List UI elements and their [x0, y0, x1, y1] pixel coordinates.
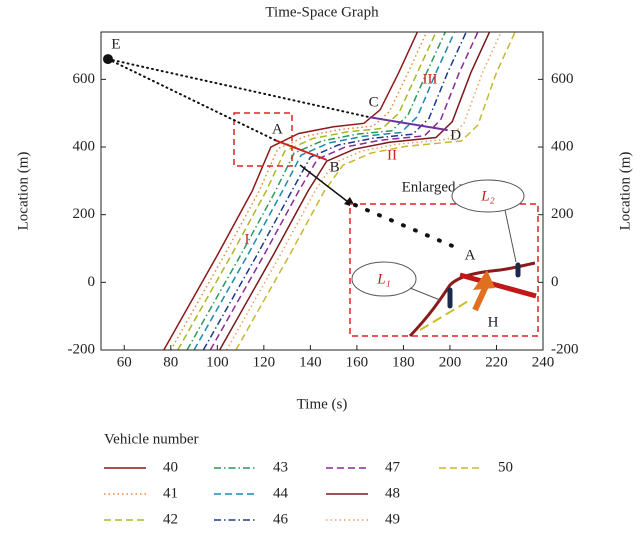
y-tick-label: 600	[73, 71, 96, 87]
plot-frame	[100, 31, 544, 351]
trajectory	[186, 32, 446, 350]
x-tick-label: 120	[253, 354, 276, 370]
inset-arrow-head	[473, 270, 495, 290]
legend-title: Vehicle number	[104, 431, 199, 447]
inset-red-line	[459, 272, 537, 299]
point-label: E	[111, 37, 120, 53]
wave-line	[369, 116, 448, 132]
trajectory	[235, 32, 516, 350]
x-tick-label: 100	[206, 354, 229, 370]
inset-label: L₁	[376, 271, 391, 287]
wave-line	[275, 139, 328, 161]
x-tick-label: 180	[392, 354, 415, 370]
x-tick-label: 220	[485, 354, 508, 370]
trajectory	[170, 32, 428, 350]
legend-label: 46	[273, 511, 289, 527]
inset-arrow	[472, 284, 489, 312]
plot-area	[163, 32, 516, 350]
y2-tick-label: 0	[551, 274, 559, 290]
y-tick-label: 0	[88, 274, 96, 290]
trajectory	[209, 32, 479, 350]
y-tick-label: 400	[73, 138, 96, 154]
legend-label: 49	[385, 511, 400, 527]
trajectory	[177, 32, 437, 350]
legend-label: 48	[385, 485, 400, 501]
y-tick-label: 200	[73, 206, 96, 222]
legend-label: 47	[385, 459, 401, 475]
point-label: B	[330, 159, 340, 175]
legend-label: 41	[163, 485, 178, 501]
inset-pointer	[409, 287, 441, 301]
legend-label: 43	[273, 459, 288, 475]
inset-label: H	[488, 314, 499, 330]
guide-line	[106, 58, 277, 142]
x-tick-label: 160	[346, 354, 369, 370]
trajectory	[218, 32, 491, 350]
trajectory	[202, 32, 467, 350]
x-tick-label: 140	[299, 354, 322, 370]
point-label: A	[272, 122, 283, 138]
x-axis-label: Time (s)	[297, 396, 348, 412]
trajectory	[193, 32, 456, 350]
inset-label: A	[465, 247, 476, 263]
y-tick-label: -200	[68, 341, 96, 357]
x-tick-label: 240	[532, 354, 555, 370]
trajectory	[163, 32, 419, 350]
x-tick-label: 200	[439, 354, 462, 370]
y-axis-label: Location (m)	[15, 152, 31, 231]
region-label: III	[423, 71, 438, 87]
y2-tick-label: 400	[551, 138, 574, 154]
region-label: II	[387, 147, 397, 163]
x-tick-label: 80	[163, 354, 178, 370]
y2-axis-label: Location (m)	[617, 152, 633, 231]
inset-label: L₂	[480, 188, 495, 204]
point-label: D	[450, 128, 461, 144]
inset-bubble	[351, 261, 417, 297]
arrow	[299, 164, 353, 206]
trajectory	[225, 32, 502, 350]
legend-label: 50	[498, 459, 513, 475]
focus-box	[233, 112, 293, 167]
inset-dashed	[419, 299, 471, 331]
inset: Enlarged view L₁ L₂ A H	[349, 179, 539, 338]
legend-label: 42	[163, 511, 178, 527]
legend-label: 44	[273, 485, 289, 501]
inset-bubble	[451, 179, 525, 213]
point-marker	[102, 54, 113, 65]
guide-line	[106, 58, 371, 119]
x-tick-label: 60	[117, 354, 132, 370]
legend-label: 40	[163, 459, 178, 475]
inset-pointer	[504, 209, 517, 263]
chart-title: Time-Space Graph	[265, 4, 379, 20]
y2-tick-label: 200	[551, 206, 574, 222]
point-label: C	[369, 95, 379, 111]
y2-tick-label: 600	[551, 71, 574, 87]
region-label: I	[245, 231, 250, 247]
y2-tick-label: -200	[551, 341, 579, 357]
